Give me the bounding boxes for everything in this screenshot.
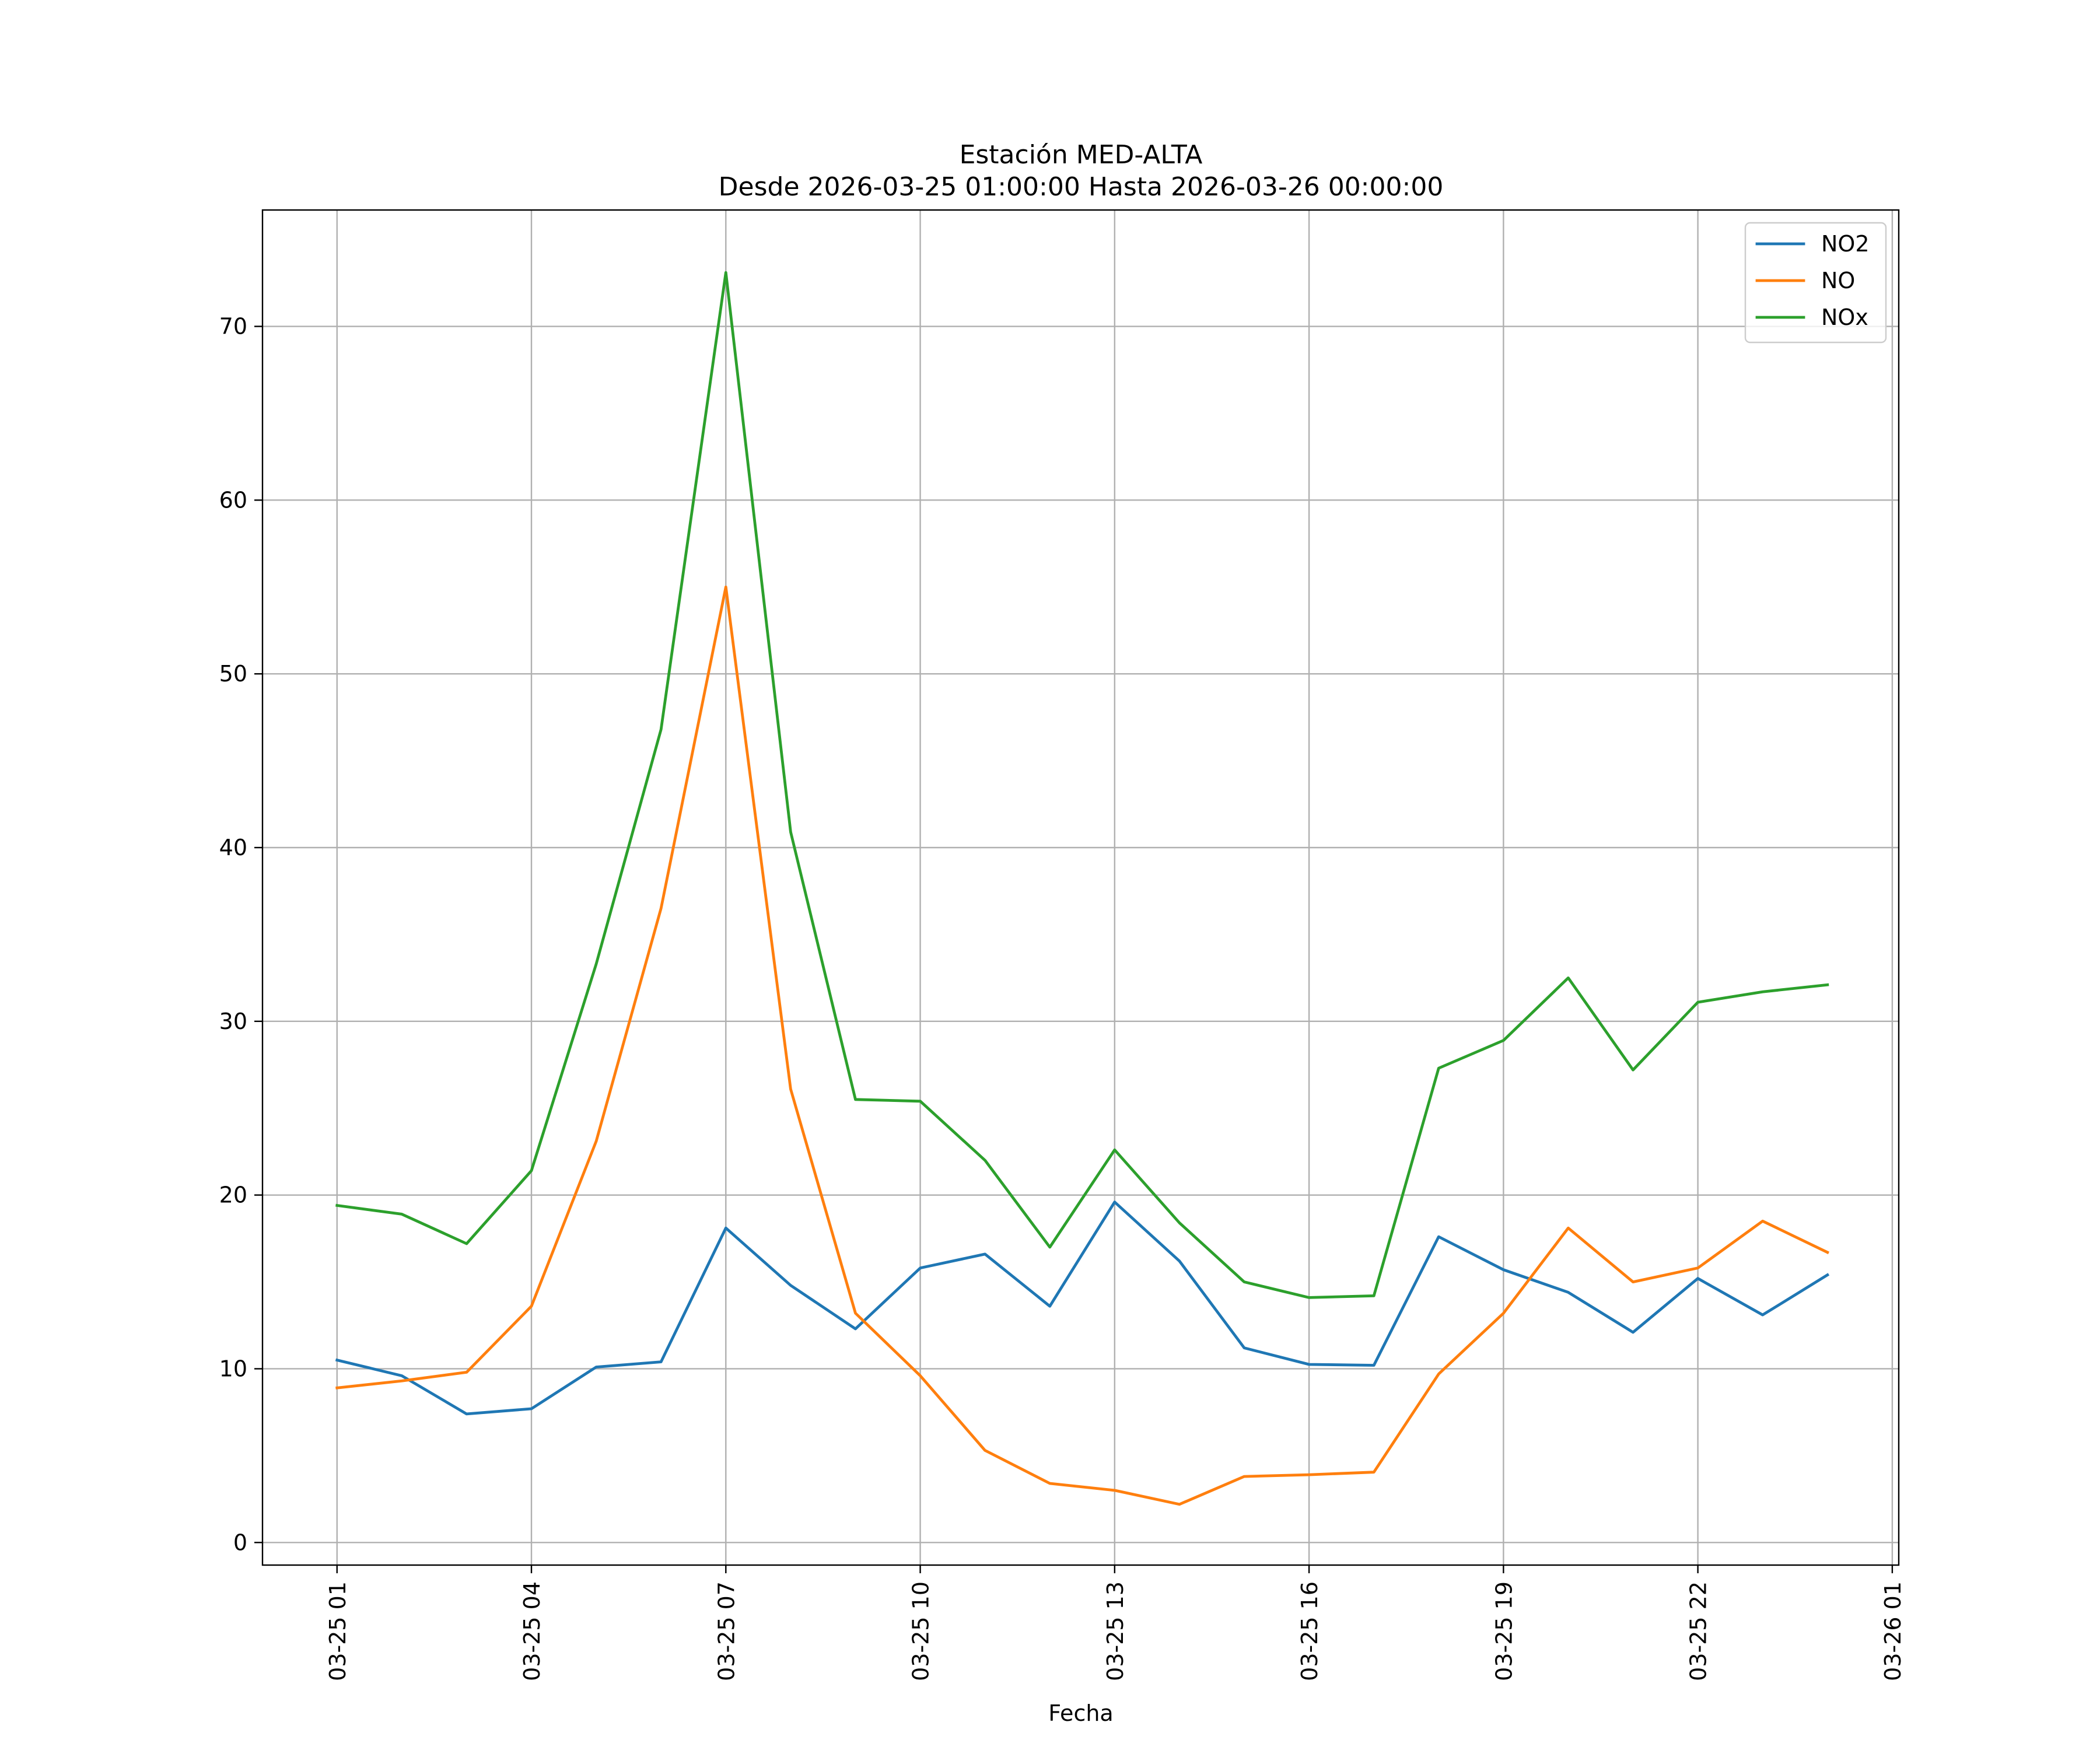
legend-label-no: NO [1821,268,1855,293]
y-tick-label: 50 [219,661,247,687]
x-tick-label: 03-25 10 [908,1581,934,1681]
plot-frame [261,209,1900,1566]
y-tick-label: 60 [219,487,247,513]
chart-title: Estación MED-ALTA [960,140,1203,170]
y-tick-label: 30 [219,1009,247,1034]
series-line-no [335,585,1830,1506]
y-tick-label: 10 [219,1356,247,1381]
series-line-no2 [335,1200,1830,1416]
y-tick-label: 0 [233,1530,247,1555]
legend-frame [1744,222,1887,344]
x-tick-label: 03-25 16 [1297,1581,1322,1681]
x-tick-label: 03-25 07 [713,1581,739,1681]
chart-subtitle: Desde 2026-03-25 01:00:00 Hasta 2026-03-… [719,172,1444,202]
legend-label-nox: NOx [1821,304,1868,330]
x-axis-label: Fecha [1048,1700,1113,1726]
y-tick-label: 40 [219,835,247,860]
y-tick-label: 70 [219,314,247,340]
legend-label-no2: NO2 [1821,231,1870,257]
x-tick-label: 03-25 19 [1491,1581,1517,1681]
plot-series [335,271,1830,1506]
x-tick-label: 03-25 13 [1102,1581,1128,1681]
x-tick-label: 03-26 01 [1880,1581,1906,1681]
x-tick-label: 03-25 22 [1686,1581,1712,1681]
x-tick-label: 03-25 01 [325,1581,351,1681]
grid [262,210,1899,1565]
y-tick-label: 20 [219,1182,247,1208]
x-tick-label: 03-25 04 [519,1581,545,1681]
series-line-nox [335,271,1829,1299]
legend: NO2 NO NOx [1744,222,1887,344]
y-axis-ticks: 0 10 20 30 40 50 60 70 [219,314,262,1555]
x-axis-ticks: 03-25 01 03-25 04 03-25 07 03-25 10 03-25 13… [325,1565,1906,1681]
